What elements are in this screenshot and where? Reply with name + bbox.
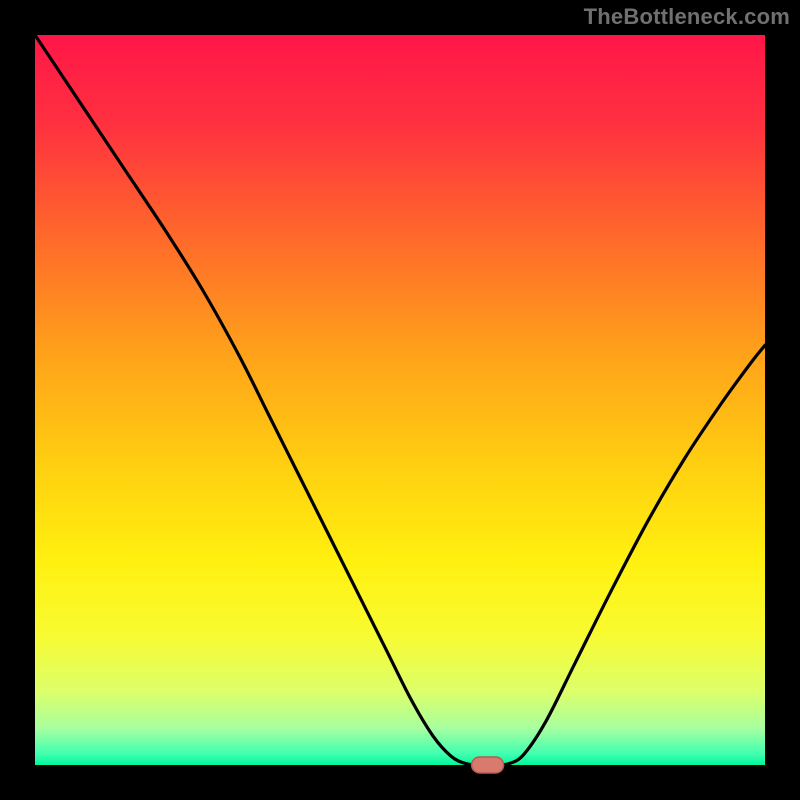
bottleneck-chart bbox=[0, 0, 800, 800]
watermark-text: TheBottleneck.com bbox=[584, 4, 790, 30]
minimum-marker bbox=[472, 757, 504, 773]
gradient-background bbox=[35, 35, 765, 765]
